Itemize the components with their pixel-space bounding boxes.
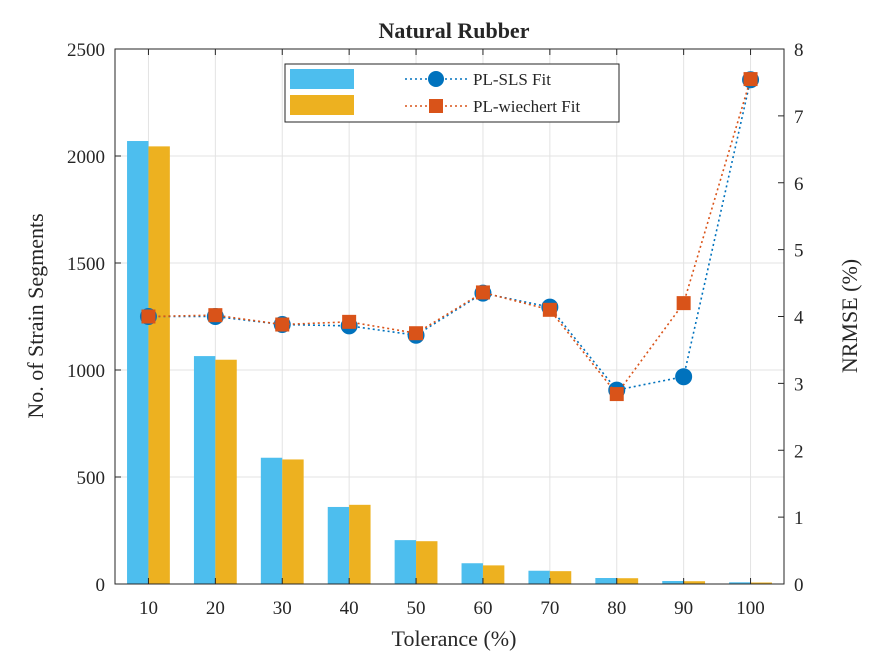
point-wiechert-70	[542, 302, 557, 317]
x-tick-label: 50	[407, 598, 426, 619]
y-tick-label: 1000	[67, 361, 105, 382]
point-wiechert-20	[208, 308, 223, 323]
bar-s1-90	[662, 581, 684, 584]
legend-label: PL-wiechert Fit	[473, 97, 580, 116]
bar-s1-80	[595, 578, 617, 584]
y-tick-label-right: 3	[794, 374, 804, 395]
x-tick-label: 60	[473, 598, 492, 619]
bar-s2-40	[349, 504, 371, 584]
x-tick-label: 100	[736, 598, 765, 619]
legend-marker-circle	[428, 71, 444, 87]
bar-s1-70	[528, 570, 550, 584]
point-sls-90	[675, 368, 693, 386]
bar-s1-20	[193, 356, 216, 584]
bar-s2-30	[282, 459, 304, 584]
legend-swatch-bar-2	[290, 95, 354, 115]
y-axis-label-right: NRMSE (%)	[837, 259, 862, 373]
y-tick-label-right: 0	[794, 575, 804, 596]
point-wiechert-40	[342, 314, 357, 329]
bar-s1-30	[260, 457, 283, 584]
y-tick-label-right: 1	[794, 508, 804, 529]
y-tick-label-right: 5	[794, 241, 804, 262]
y-tick-label: 2500	[67, 40, 105, 61]
x-tick-label: 90	[674, 598, 693, 619]
legend: PL-SLS Fit PL-wiechert Fit	[284, 63, 620, 123]
x-tick-label: 80	[607, 598, 626, 619]
y-tick-label-right: 4	[794, 308, 804, 329]
point-wiechert-50	[409, 326, 424, 341]
bar-s1-40	[327, 506, 350, 584]
x-tick-label: 70	[540, 598, 559, 619]
bar-s2-50	[416, 541, 438, 584]
x-tick-label: 40	[340, 598, 359, 619]
point-wiechert-60	[475, 285, 490, 300]
x-tick-label: 20	[206, 598, 225, 619]
bars	[127, 141, 772, 584]
y-tick-label: 2000	[67, 147, 105, 168]
bar-s2-100	[750, 582, 772, 584]
bar-s2-60	[482, 565, 505, 584]
bar-s1-50	[394, 540, 417, 584]
point-wiechert-90	[676, 296, 691, 311]
y-tick-label-right: 6	[794, 174, 804, 195]
x-axis-label: Tolerance (%)	[392, 626, 517, 651]
y-tick-label: 500	[77, 468, 106, 489]
y-tick-label: 0	[96, 575, 106, 596]
y-tick-label-right: 7	[794, 107, 804, 128]
bar-s2-70	[549, 571, 572, 584]
y-axis-label: No. of Strain Segments	[23, 213, 48, 418]
x-tick-label: 10	[139, 598, 158, 619]
bar-s1-10	[127, 141, 149, 584]
bar-s1-60	[461, 563, 483, 584]
point-wiechert-100	[743, 72, 758, 87]
y-tick-label-right: 2	[794, 441, 804, 462]
bar-s1-100	[729, 582, 751, 584]
y-tick-label-right: 8	[794, 40, 804, 61]
point-wiechert-80	[609, 387, 624, 402]
bar-s2-20	[215, 359, 237, 584]
bar-s2-10	[148, 146, 170, 584]
chart-title: Natural Rubber	[379, 18, 530, 43]
axes: 10 20 30 40 50 60 70 80 90 1000500100015002000250…	[67, 40, 804, 619]
legend-label: PL-SLS Fit	[473, 70, 551, 89]
point-wiechert-10	[141, 309, 156, 324]
line-series	[139, 71, 760, 402]
series-line-2	[148, 78, 752, 396]
bar-s2-90	[683, 581, 706, 584]
legend-marker-square	[429, 99, 443, 113]
x-tick-label: 30	[273, 598, 292, 619]
point-wiechert-30	[275, 317, 290, 332]
legend-swatch-bar-1	[290, 69, 354, 89]
y-tick-label: 1500	[67, 254, 105, 275]
bar-s2-80	[616, 578, 639, 584]
